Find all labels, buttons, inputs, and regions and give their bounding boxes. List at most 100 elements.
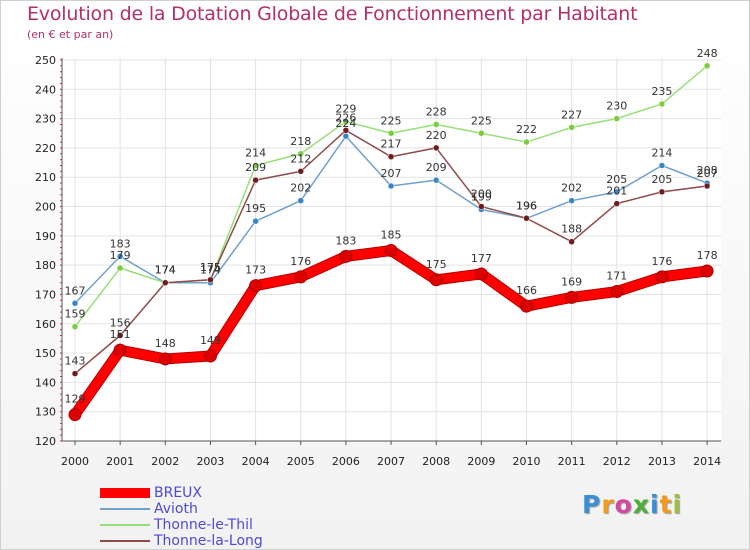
x-tick-label: 2014 <box>693 455 721 468</box>
y-tick-label: 130 <box>35 406 56 419</box>
y-tick-label: 120 <box>35 435 56 448</box>
data-label-breux: 185 <box>381 229 402 242</box>
x-tick-label: 2005 <box>287 455 315 468</box>
logo-letter: i <box>650 490 660 519</box>
point-breux <box>203 349 217 363</box>
data-label-thonne-le-thil: 175 <box>200 261 221 274</box>
point-breux <box>565 290 579 304</box>
x-tick-label: 2009 <box>467 455 495 468</box>
data-label-breux: 176 <box>651 255 672 268</box>
x-tick-label: 2004 <box>242 455 270 468</box>
x-tick-label: 2006 <box>332 455 360 468</box>
data-label-avioth: 207 <box>381 167 402 180</box>
x-tick-label: 2007 <box>377 455 405 468</box>
data-label-breux: 166 <box>516 284 537 297</box>
data-label-avioth: 208 <box>697 164 718 177</box>
point-thonne-la-long <box>478 203 485 210</box>
point-avioth <box>342 132 350 140</box>
point-thonne-le-thil <box>71 323 79 330</box>
logo-letter: x <box>632 490 650 519</box>
point-avioth <box>613 188 621 196</box>
point-breux <box>249 279 263 293</box>
data-label-thonne-le-thil: 179 <box>110 249 131 262</box>
data-label-thonne-le-thil: 230 <box>606 100 627 113</box>
data-label-thonne-le-thil: 228 <box>426 105 447 118</box>
data-label-thonne-le-thil: 229 <box>335 103 356 116</box>
y-tick-label: 180 <box>35 259 56 272</box>
logo-letter: r <box>601 490 615 519</box>
point-thonne-la-long <box>207 276 214 284</box>
y-tick-label: 220 <box>35 142 56 155</box>
data-label-thonne-le-thil: 235 <box>651 85 672 98</box>
point-breux <box>520 299 533 313</box>
legend-label: Thonne-le-Thil <box>154 517 253 533</box>
data-label-breux: 148 <box>155 337 176 350</box>
logo-letter: P <box>582 490 602 519</box>
data-label-avioth: 202 <box>290 182 311 195</box>
data-label-breux: 176 <box>290 255 311 268</box>
data-label-avioth: 174 <box>200 264 221 277</box>
data-label-breux: 178 <box>697 249 718 262</box>
data-label-breux: 129 <box>65 393 86 406</box>
point-thonne-la-long <box>162 279 169 286</box>
point-breux <box>294 270 308 284</box>
data-label-thonne-la-long: 174 <box>155 264 176 277</box>
legend-label: Thonne-la-Long <box>154 533 263 549</box>
point-thonne-la-long <box>568 238 575 245</box>
point-avioth <box>116 253 124 260</box>
point-thonne-la-long <box>703 182 711 190</box>
x-tick-label: 2013 <box>648 455 676 468</box>
legend-swatch <box>100 508 150 510</box>
point-avioth <box>432 176 440 184</box>
data-label-thonne-la-long: 226 <box>335 111 356 124</box>
x-tick-label: 2003 <box>196 455 224 468</box>
data-label-thonne-le-thil: 222 <box>516 123 537 136</box>
y-tick-label: 200 <box>35 201 56 214</box>
point-breux <box>474 267 488 281</box>
point-thonne-la-long <box>71 370 79 377</box>
data-label-thonne-la-long: 156 <box>110 316 131 329</box>
x-tick-label: 2000 <box>61 455 89 468</box>
legend-swatch <box>100 540 150 542</box>
point-breux <box>700 264 714 278</box>
data-label-avioth: 196 <box>516 199 537 212</box>
point-thonne-la-long <box>342 127 350 134</box>
point-breux <box>339 249 353 263</box>
data-label-avioth: 167 <box>65 284 86 297</box>
y-tick-label: 230 <box>35 113 56 126</box>
point-thonne-le-thil <box>613 115 621 122</box>
data-label-breux: 175 <box>426 258 447 271</box>
data-label-thonne-le-thil: 214 <box>245 147 266 160</box>
y-tick-label: 160 <box>35 318 56 331</box>
data-label-avioth: 199 <box>471 190 492 203</box>
data-label-thonne-la-long: 220 <box>426 129 447 142</box>
point-breux <box>113 343 127 357</box>
data-label-breux: 171 <box>606 270 627 283</box>
data-label-thonne-le-thil: 159 <box>65 308 86 321</box>
point-breux <box>655 270 669 284</box>
data-label-thonne-la-long: 201 <box>606 185 627 198</box>
point-thonne-le-thil <box>387 130 395 137</box>
point-thonne-le-thil <box>116 264 124 272</box>
legend-swatch <box>100 524 150 526</box>
point-thonne-la-long <box>387 153 395 160</box>
proxiti-logo: Proxiti <box>582 490 682 519</box>
data-label-thonne-le-thil: 225 <box>381 114 402 127</box>
point-breux <box>158 352 172 366</box>
chart-subtitle: (en € et par an) <box>27 28 114 41</box>
data-label-thonne-la-long: 196 <box>516 199 537 212</box>
point-avioth <box>387 182 395 190</box>
point-thonne-le-thil <box>478 130 485 137</box>
data-label-breux: 183 <box>335 234 356 247</box>
data-label-breux: 149 <box>200 334 221 347</box>
point-thonne-la-long <box>297 168 304 175</box>
data-label-thonne-la-long: 207 <box>697 167 718 180</box>
data-label-thonne-la-long: 200 <box>471 188 492 201</box>
data-label-avioth: 183 <box>110 237 131 250</box>
data-label-avioth: 214 <box>651 147 672 160</box>
x-tick-label: 2011 <box>558 455 586 468</box>
point-breux <box>68 408 82 422</box>
legend-label: Avioth <box>154 501 198 517</box>
y-tick-label: 240 <box>35 83 56 96</box>
